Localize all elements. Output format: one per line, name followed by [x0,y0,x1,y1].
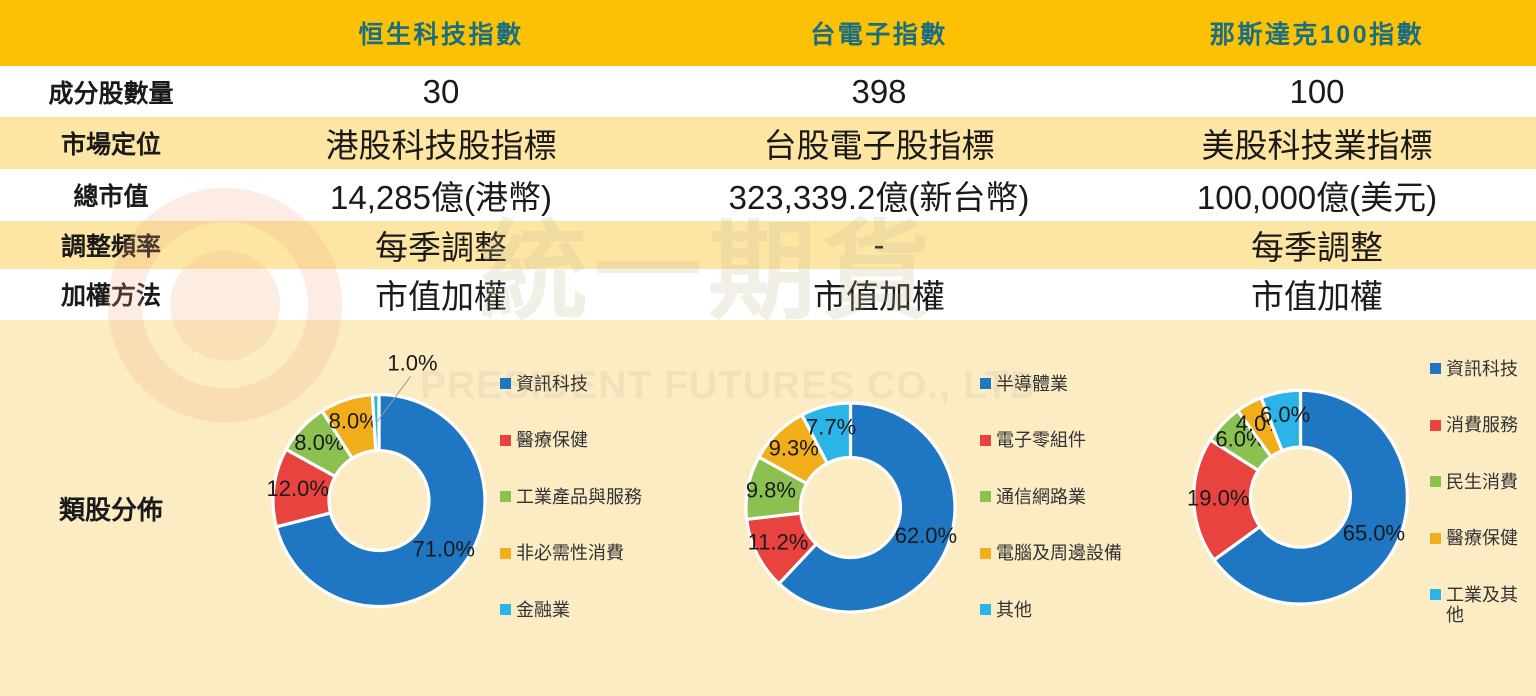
svg-text:6.0%: 6.0% [1260,402,1310,427]
svg-text:11.2%: 11.2% [748,529,809,554]
svg-text:12.0%: 12.0% [267,476,329,501]
svg-text:65.0%: 65.0% [1343,520,1405,545]
svg-text:1.0%: 1.0% [387,350,437,375]
svg-text:7.7%: 7.7% [806,414,856,439]
svg-text:62.0%: 62.0% [895,523,957,548]
svg-text:9.8%: 9.8% [746,477,796,502]
svg-text:19.0%: 19.0% [1187,485,1249,510]
svg-text:8.0%: 8.0% [329,408,379,433]
svg-text:71.0%: 71.0% [413,536,475,561]
